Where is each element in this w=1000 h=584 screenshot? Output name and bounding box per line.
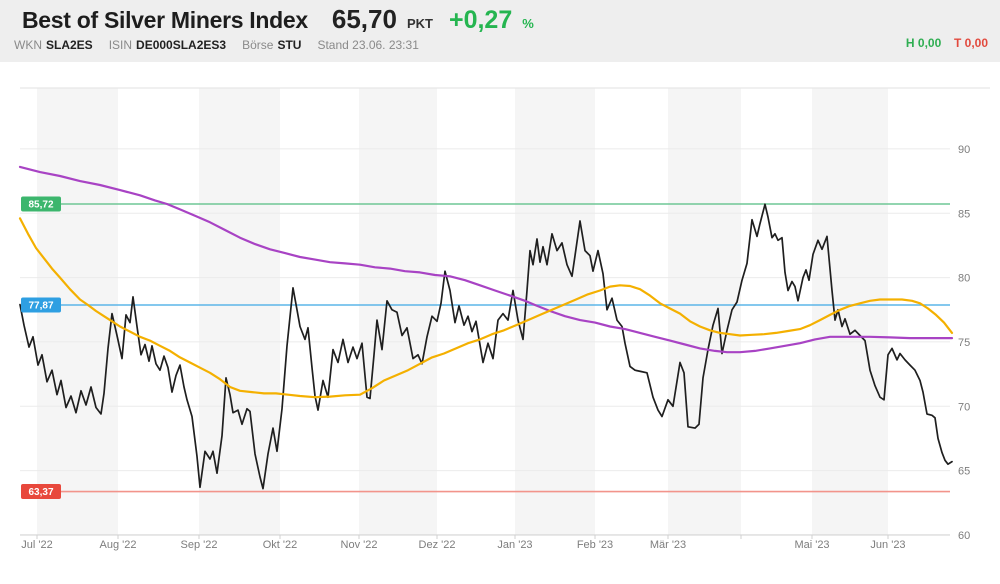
period-low-badge-label: 63,37 bbox=[28, 487, 53, 498]
change-percent: +0,27 bbox=[448, 6, 513, 34]
mid-level-badge-bg bbox=[21, 297, 61, 313]
period-high-badge: 85,72 bbox=[21, 196, 61, 212]
period-high-badge-label: 85,72 bbox=[28, 200, 53, 211]
month-band bbox=[515, 88, 595, 535]
price-value: 65,70 bbox=[331, 4, 397, 34]
meta-stand: Stand 23.06. 23:31 bbox=[317, 38, 419, 52]
month-band bbox=[199, 88, 280, 535]
moving-average-short-line bbox=[18, 217, 954, 399]
x-tick-label: Aug '22 bbox=[100, 539, 137, 551]
y-tick-label: 90 bbox=[958, 144, 970, 156]
y-tick-label: 60 bbox=[958, 530, 970, 542]
high-low-indicator: H 0,00 T 0,00 bbox=[906, 36, 988, 50]
x-tick-label: Nov '22 bbox=[341, 539, 378, 551]
y-tick-label: 80 bbox=[958, 273, 970, 285]
x-tick-label: Jan '23 bbox=[497, 539, 532, 551]
moving-average-long-line bbox=[18, 165, 954, 354]
meta-wkn: WKN SLA2ES bbox=[14, 38, 93, 52]
mid-level-badge: 77,87 bbox=[21, 297, 61, 313]
y-tick-label: 85 bbox=[958, 208, 970, 220]
price-line bbox=[19, 203, 953, 490]
month-band bbox=[812, 88, 888, 535]
y-tick-label: 65 bbox=[958, 466, 970, 478]
x-tick-label: Jun '23 bbox=[870, 539, 905, 551]
month-band bbox=[668, 88, 741, 535]
page-title: Best of Silver Miners Index bbox=[22, 7, 308, 33]
day-high: H 0,00 bbox=[905, 36, 942, 50]
mid-level-badge-label: 77,87 bbox=[28, 300, 53, 311]
x-tick-label: Mär '23 bbox=[650, 539, 686, 551]
x-tick-label: Feb '23 bbox=[577, 539, 613, 551]
x-tick-label: Dez '22 bbox=[419, 539, 456, 551]
x-tick-label: Sep '22 bbox=[181, 539, 218, 551]
header: Best of Silver Miners Index 65,70 PKT +0… bbox=[0, 0, 1000, 62]
x-tick-label: Mai '23 bbox=[794, 539, 829, 551]
period-low-badge-bg bbox=[21, 484, 61, 500]
month-band bbox=[359, 88, 437, 535]
meta-isin: ISIN DE000SLA2ES3 bbox=[108, 38, 227, 52]
period-low-badge: 63,37 bbox=[21, 484, 61, 500]
x-tick-label: Jul '22 bbox=[21, 539, 52, 551]
meta-boerse: Börse STU bbox=[242, 38, 302, 52]
y-tick-label: 70 bbox=[958, 401, 970, 413]
day-low: T 0,00 bbox=[953, 36, 988, 50]
instrument-meta: WKN SLA2ES ISIN DE000SLA2ES3 Börse STU Stan… bbox=[14, 38, 419, 52]
x-tick-label: Okt '22 bbox=[263, 539, 298, 551]
period-high-badge-bg bbox=[21, 196, 61, 212]
price-unit: PKT bbox=[406, 16, 433, 31]
y-tick-label: 75 bbox=[958, 337, 970, 349]
change-percent-unit: % bbox=[522, 16, 534, 31]
title-row: Best of Silver Miners Index 65,70 PKT +0… bbox=[22, 4, 534, 35]
